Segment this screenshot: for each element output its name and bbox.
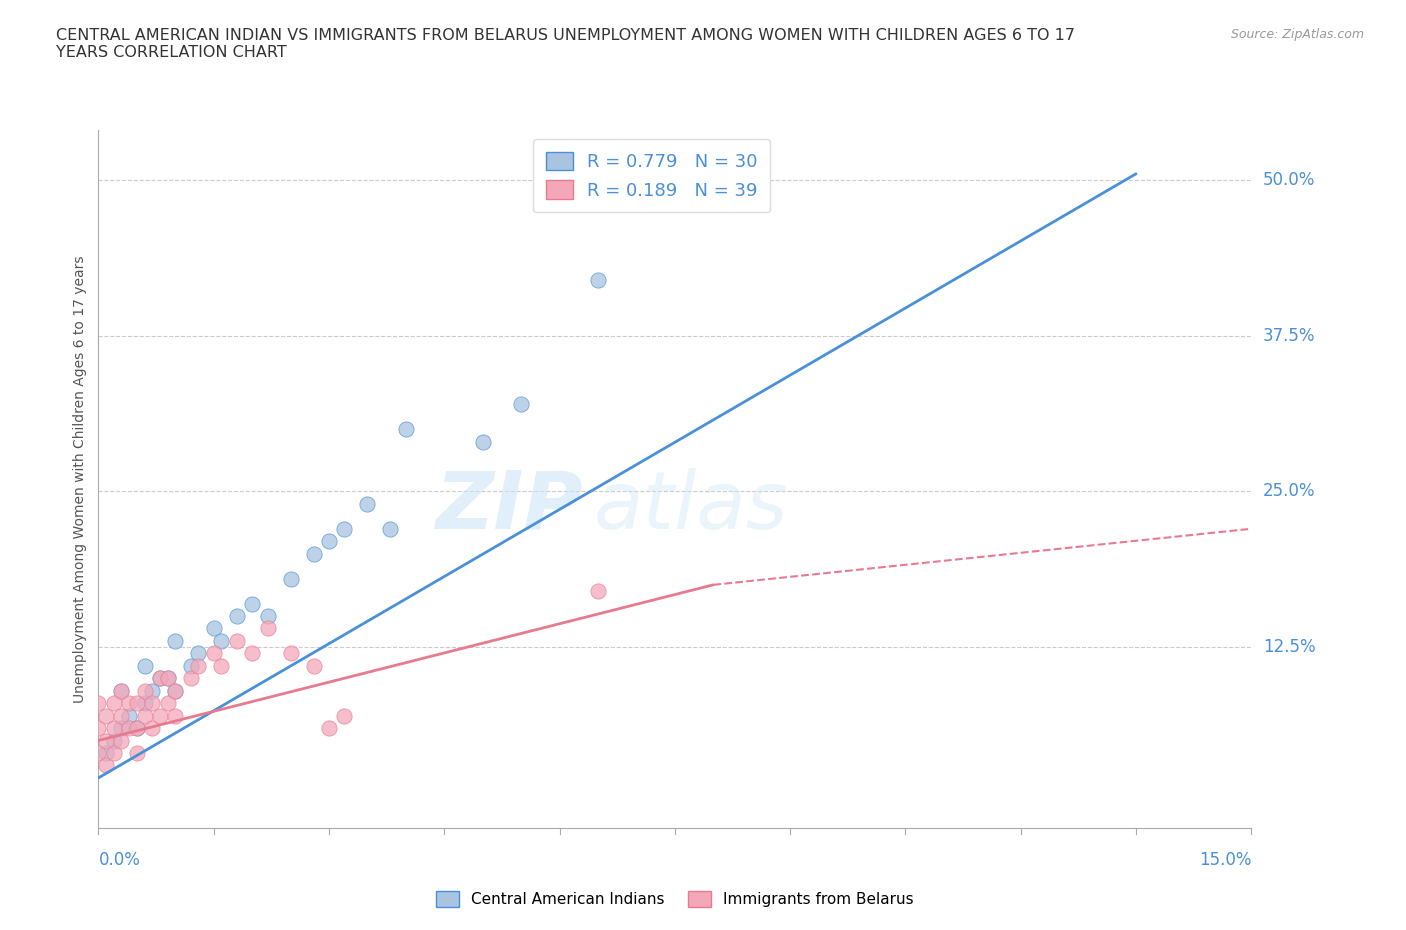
Point [165, 684, 187, 698]
Point [156, 671, 179, 685]
Point [187, 658, 209, 673]
Point [149, 671, 172, 685]
Point [318, 721, 340, 736]
Point [302, 546, 325, 561]
Text: Source: ZipAtlas.com: Source: ZipAtlas.com [1230, 28, 1364, 41]
Point [395, 421, 418, 436]
Point [118, 708, 141, 723]
Point [333, 708, 356, 723]
Point [87, 721, 110, 736]
Point [118, 696, 141, 711]
Point [586, 272, 609, 287]
Point [225, 608, 247, 623]
Point [180, 671, 202, 685]
Point [202, 646, 225, 661]
Point [110, 721, 132, 736]
Point [141, 684, 163, 698]
Point [125, 746, 148, 761]
Point [87, 746, 110, 761]
Point [103, 696, 125, 711]
Text: CENTRAL AMERICAN INDIAN VS IMMIGRANTS FROM BELARUS UNEMPLOYMENT AMONG WOMEN WITH: CENTRAL AMERICAN INDIAN VS IMMIGRANTS FR… [56, 28, 1076, 60]
Point [202, 621, 225, 636]
Point [318, 534, 340, 549]
Point [240, 596, 263, 611]
Point [118, 721, 141, 736]
Point [110, 733, 132, 748]
Point [94, 758, 117, 773]
Point [94, 708, 117, 723]
Point [149, 671, 172, 685]
Point [134, 696, 156, 711]
Point [103, 721, 125, 736]
Point [180, 658, 202, 673]
Point [149, 708, 172, 723]
Point [225, 633, 247, 648]
Point [187, 646, 209, 661]
Point [110, 708, 132, 723]
Point [280, 646, 302, 661]
Point [110, 684, 132, 698]
Point [165, 633, 187, 648]
Point [209, 658, 232, 673]
Point [103, 746, 125, 761]
Point [165, 708, 187, 723]
Text: 15.0%: 15.0% [1199, 851, 1251, 870]
Point [586, 584, 609, 599]
Point [356, 497, 378, 512]
Point [134, 684, 156, 698]
Point [209, 633, 232, 648]
Point [165, 684, 187, 698]
Legend: R = 0.779   N = 30, R = 0.189   N = 39: R = 0.779 N = 30, R = 0.189 N = 39 [533, 140, 770, 212]
Point [510, 397, 533, 412]
Text: 25.0%: 25.0% [1263, 483, 1316, 500]
Point [134, 708, 156, 723]
Point [125, 721, 148, 736]
Text: 37.5%: 37.5% [1263, 326, 1316, 345]
Point [94, 733, 117, 748]
Point [240, 646, 263, 661]
Point [134, 658, 156, 673]
Point [125, 721, 148, 736]
Point [333, 522, 356, 537]
Point [94, 746, 117, 761]
Text: ZIP: ZIP [436, 468, 582, 546]
Point [87, 696, 110, 711]
Point [302, 658, 325, 673]
Text: 0.0%: 0.0% [98, 851, 141, 870]
Point [110, 684, 132, 698]
Point [471, 434, 494, 449]
Point [103, 733, 125, 748]
Point [141, 696, 163, 711]
Y-axis label: Unemployment Among Women with Children Ages 6 to 17 years: Unemployment Among Women with Children A… [73, 255, 87, 703]
Point [125, 696, 148, 711]
Legend: Central American Indians, Immigrants from Belarus: Central American Indians, Immigrants fro… [430, 884, 920, 913]
Point [380, 522, 402, 537]
Text: 12.5%: 12.5% [1263, 638, 1316, 656]
Point [141, 721, 163, 736]
Text: 50.0%: 50.0% [1263, 171, 1315, 189]
Point [256, 608, 278, 623]
Point [156, 696, 179, 711]
Point [256, 621, 278, 636]
Text: atlas: atlas [595, 468, 789, 546]
Point [156, 671, 179, 685]
Point [280, 571, 302, 586]
